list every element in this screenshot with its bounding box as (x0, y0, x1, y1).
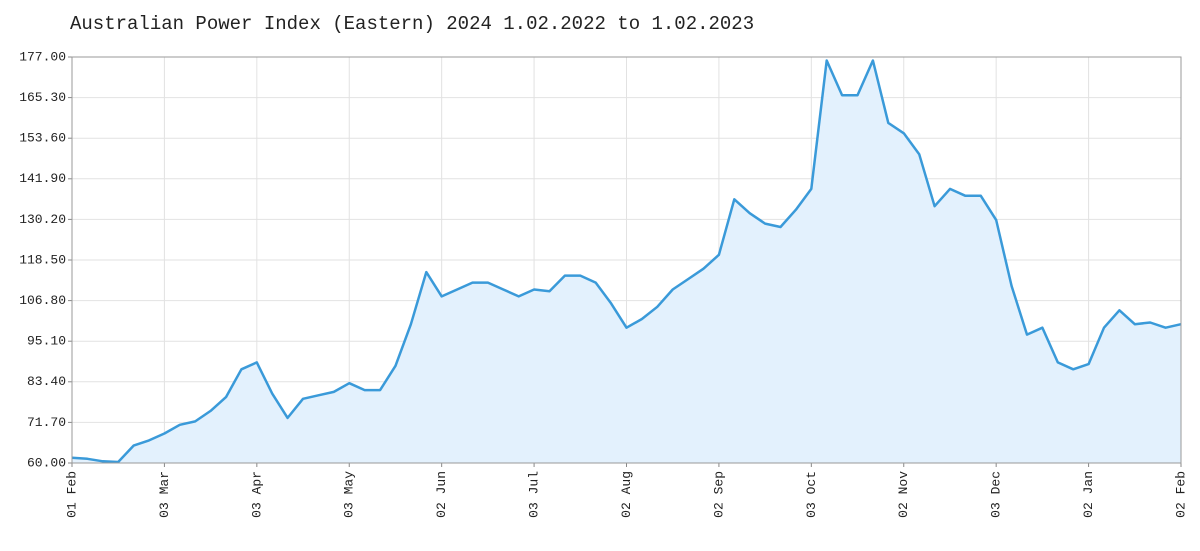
x-tick-label: 02 Feb (1173, 471, 1188, 518)
x-tick-label: 03 May (342, 471, 357, 518)
y-tick-label: 118.50 (19, 252, 66, 267)
x-tick-label: 03 Oct (804, 471, 819, 518)
area (72, 60, 1181, 463)
y-tick-label: 95.10 (27, 334, 66, 349)
plot-border (71, 56, 1182, 464)
x-tick-label: 03 Mar (157, 471, 172, 518)
y-tick-label: 153.60 (19, 131, 66, 146)
y-tick-label: 60.00 (27, 455, 66, 470)
y-tick-label: 106.80 (19, 293, 66, 308)
y-tick-label: 130.20 (19, 212, 66, 227)
x-tick-label: 02 Aug (619, 471, 634, 518)
x-tick-label: 03 Apr (249, 471, 264, 518)
x-tick-label: 03 Dec (989, 471, 1004, 518)
x-tick-label: 03 Jul (527, 471, 542, 518)
x-tick-label: 02 Jun (434, 471, 449, 518)
y-tick-label: 71.70 (27, 415, 66, 430)
line (71, 59, 1182, 464)
chart-title: Australian Power Index (Eastern) 2024 1.… (70, 13, 754, 35)
x-tick-label: 01 Feb (64, 471, 79, 518)
y-tick-label: 83.40 (27, 374, 66, 389)
y-tick-label: 141.90 (19, 171, 66, 186)
y-tick-label: 165.30 (19, 90, 66, 105)
x-tick-label: 02 Sep (711, 471, 726, 518)
x-tick-label: 02 Jan (1081, 471, 1096, 518)
x-tick-label: 02 Nov (896, 471, 911, 518)
y-tick-label: 177.00 (19, 49, 66, 64)
